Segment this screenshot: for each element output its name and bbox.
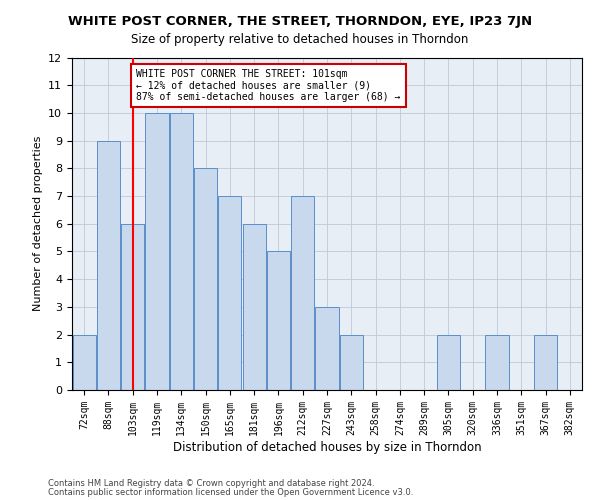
Bar (291, 196, 314, 390)
Bar (534, 334, 557, 390)
Text: WHITE POST CORNER, THE STREET, THORNDON, EYE, IP23 7JN: WHITE POST CORNER, THE STREET, THORNDON,… (68, 15, 532, 28)
Bar (145, 113, 169, 390)
Text: Contains public sector information licensed under the Open Government Licence v3: Contains public sector information licen… (48, 488, 413, 497)
Text: Size of property relative to detached houses in Thorndon: Size of property relative to detached ho… (131, 32, 469, 46)
Bar (73, 334, 95, 390)
Bar (121, 224, 144, 390)
Bar (267, 252, 290, 390)
Text: WHITE POST CORNER THE STREET: 101sqm
← 12% of detached houses are smaller (9)
87: WHITE POST CORNER THE STREET: 101sqm ← 1… (136, 68, 401, 102)
Y-axis label: Number of detached properties: Number of detached properties (32, 136, 43, 312)
Bar (242, 224, 266, 390)
Bar (170, 113, 193, 390)
Bar (218, 196, 241, 390)
Bar (437, 334, 460, 390)
Bar (340, 334, 363, 390)
Bar (316, 307, 338, 390)
Bar (97, 140, 120, 390)
Text: Contains HM Land Registry data © Crown copyright and database right 2024.: Contains HM Land Registry data © Crown c… (48, 479, 374, 488)
X-axis label: Distribution of detached houses by size in Thorndon: Distribution of detached houses by size … (173, 440, 481, 454)
Bar (194, 168, 217, 390)
Bar (485, 334, 509, 390)
